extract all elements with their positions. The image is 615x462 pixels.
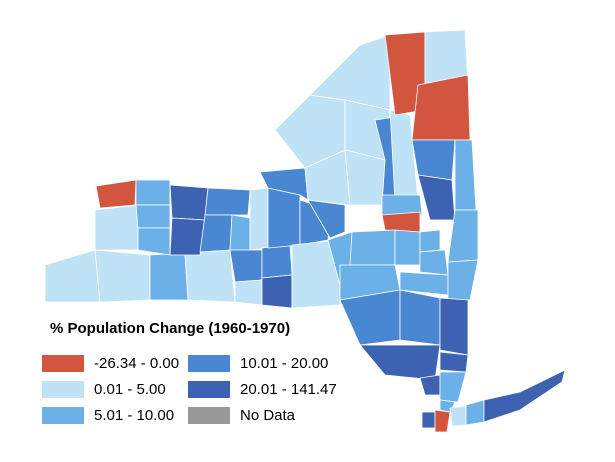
legend-item-c4: 10.01 - 20.00 — [188, 354, 328, 372]
county-sullivan — [339, 289, 401, 346]
county-ontario — [199, 214, 233, 253]
legend-swatch-c4 — [188, 354, 230, 372]
county-columbia — [447, 259, 479, 301]
county-yates — [229, 214, 251, 251]
county-saratoga — [417, 174, 456, 221]
county-erie — [94, 204, 139, 251]
county-richmond — [421, 411, 436, 429]
county-monroe — [169, 184, 209, 221]
county-washington — [454, 139, 477, 211]
county-cattaraugus — [94, 249, 151, 303]
county-montgomery — [381, 211, 421, 233]
county-westchester — [439, 371, 467, 403]
county-wayne — [204, 187, 251, 216]
county-schoharie — [394, 229, 421, 266]
county-schuyler — [229, 249, 263, 283]
county-otsego — [349, 229, 396, 266]
county-nassau — [465, 399, 485, 426]
county-tioga — [261, 274, 293, 309]
county-orleans — [135, 179, 171, 206]
legend-item-nd: No Data — [188, 406, 295, 424]
county-albany — [419, 249, 449, 276]
county-livingston — [169, 217, 206, 256]
county-fulton — [381, 194, 423, 216]
legend-swatch-c2 — [42, 380, 84, 398]
legend-swatch-c3 — [42, 406, 84, 424]
county-chemung — [234, 279, 263, 306]
county-orange — [359, 344, 441, 381]
county-tompkins — [261, 244, 293, 279]
county-genesee — [135, 204, 171, 229]
county-suffolk — [483, 369, 566, 423]
legend-title: % Population Change (1960-1970) — [50, 320, 291, 337]
county-wyoming — [137, 227, 171, 256]
legend-swatch-nd — [188, 406, 230, 424]
county-schenectady — [419, 229, 441, 253]
legend-item-c1: -26.34 - 0.00 — [42, 354, 179, 372]
legend-label-c2: 0.01 - 5.00 — [94, 380, 166, 398]
legend-item-c3: 5.01 - 10.00 — [42, 406, 174, 424]
county-dutchess — [439, 297, 469, 356]
county-broome — [291, 239, 341, 309]
legend-label-c4: 10.01 - 20.00 — [240, 354, 329, 372]
county-queens — [449, 405, 467, 427]
county-oneida — [344, 149, 386, 206]
county-niagara — [95, 179, 137, 209]
county-putnam — [439, 351, 469, 373]
county-manhattan-kings — [434, 409, 451, 433]
county-seneca — [249, 187, 269, 251]
county-onondaga — [259, 167, 309, 201]
county-steuben — [184, 249, 236, 303]
county-chautauqua — [44, 249, 101, 303]
county-warren — [411, 139, 456, 181]
county-ulster — [399, 289, 441, 346]
county-essex — [411, 74, 471, 141]
legend-label-c3: 5.01 - 10.00 — [94, 406, 175, 424]
legend-swatch-c5 — [188, 380, 230, 398]
county-allegany — [149, 252, 189, 301]
legend-label-c1: -26.34 - 0.00 — [94, 354, 180, 372]
legend-label-nd: No Data — [240, 406, 296, 424]
county-rockland — [419, 374, 441, 396]
legend-item-c2: 0.01 - 5.00 — [42, 380, 166, 398]
legend-item-c5: 20.01 - 141.47 — [188, 380, 337, 398]
legend-swatch-c1 — [42, 354, 84, 372]
county-cayuga — [267, 187, 301, 249]
legend-label-c5: 20.01 - 141.47 — [240, 380, 337, 398]
